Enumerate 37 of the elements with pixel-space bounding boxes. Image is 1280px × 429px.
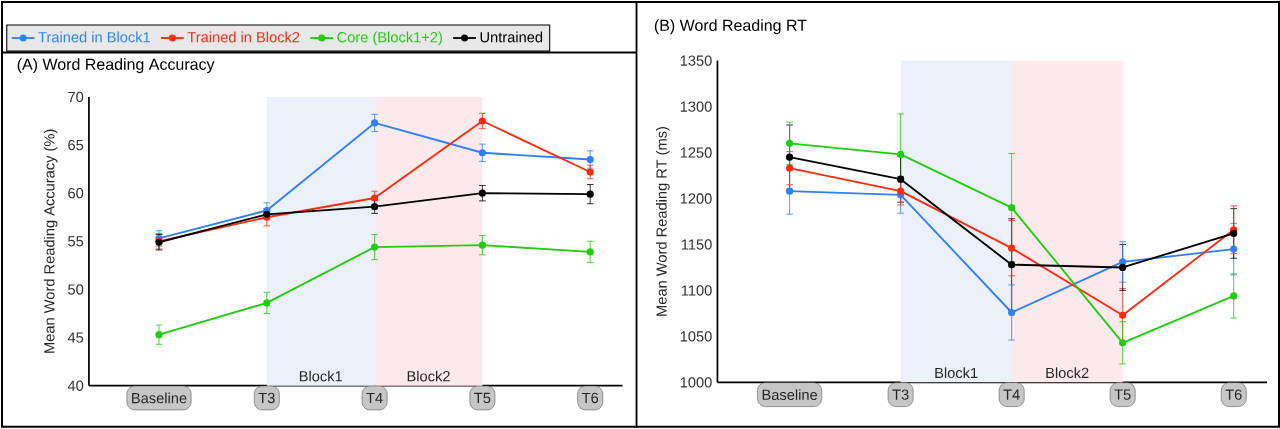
legend-label: Core (Block1+2) [337,31,442,46]
y-tick-label: 55 [68,236,84,247]
x-tick-label: Baseline [132,392,187,404]
y-tick-label: 70 [68,91,84,103]
y-tick-label: 40 [67,380,84,392]
band-label: Block2 [1046,367,1089,379]
y-axis-title: Mean Word Reading Accuracy (%) [43,129,58,353]
x-tick-label: T4 [366,393,383,404]
y-tick-label: 1200 [680,193,712,204]
x-tick-label: T3 [892,389,909,400]
y-tick-label: 65 [68,140,84,151]
chart-title: (A) Word Reading Accuracy [17,58,215,74]
x-tick-label: T6 [1225,389,1242,400]
x-tick-label: T6 [581,392,599,404]
y-tick-label: 50 [68,284,84,295]
chart-title: (B) Word Reading RT [654,19,807,35]
legend-label: Untrained [480,31,543,43]
y-tick-label: 1350 [680,55,712,66]
y-tick-label: 1250 [680,147,712,158]
band-label: Block2 [407,370,450,382]
x-tick-label: T3 [258,392,275,404]
legend-label: Trained in Block2 [187,31,300,43]
y-tick-label: 1100 [681,285,712,296]
y-tick-label: 1050 [680,331,712,342]
y-tick-label: 1150 [681,239,712,250]
x-tick-label: Baseline [762,389,818,401]
x-tick-label: T5 [1114,389,1131,400]
x-tick-label: T5 [474,393,491,404]
band-label: Block1 [299,370,342,382]
x-tick-label: T4 [1003,389,1020,400]
y-tick-label: 1300 [680,101,712,112]
y-tick-label: 60 [68,188,84,199]
y-axis-title: Mean Word Reading RT (ms) [656,127,670,316]
y-tick-label: 45 [67,332,84,343]
y-tick-label: 1000 [680,377,712,388]
band-label: Block1 [935,367,978,379]
legend-label: Trained in Block1 [38,31,150,43]
